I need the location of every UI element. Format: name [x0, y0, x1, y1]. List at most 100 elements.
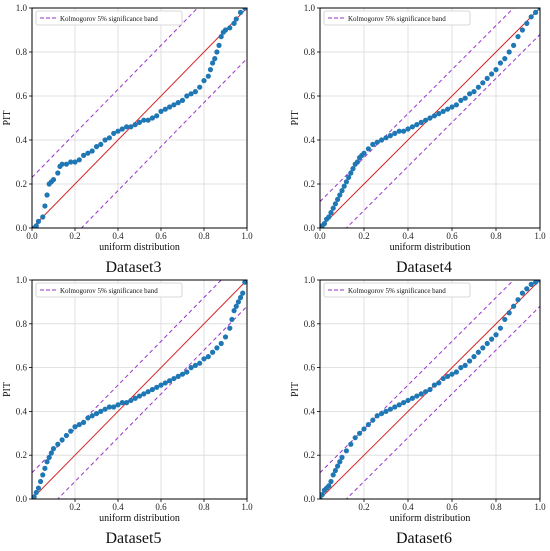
data-point [392, 130, 398, 136]
data-point [423, 389, 429, 395]
data-point [361, 426, 367, 432]
data-point [440, 375, 446, 382]
data-point [431, 382, 437, 388]
data-point [205, 73, 211, 79]
data-point [480, 80, 486, 86]
data-point [414, 122, 420, 128]
data-point [81, 152, 87, 158]
data-point [502, 316, 508, 323]
data-point [528, 281, 534, 287]
data-point [458, 365, 464, 371]
data-point [44, 459, 50, 465]
data-point [242, 8, 247, 11]
y-tick-label: 0.0 [16, 494, 28, 504]
legend-label: Kolmogorov 5% significance band [348, 15, 446, 23]
legend-box [35, 282, 183, 298]
data-point [89, 413, 95, 419]
data-point [72, 159, 78, 165]
data-point [418, 391, 424, 397]
data-point [179, 97, 186, 103]
data-point [136, 393, 143, 399]
x-tick-label: 1.0 [534, 502, 546, 512]
axes-frame [31, 279, 248, 500]
data-point [63, 161, 69, 167]
data-point [337, 459, 343, 465]
data-point [59, 161, 65, 167]
x-axis-label: uniform distribution [390, 242, 471, 253]
data-point [409, 395, 415, 401]
data-point [484, 340, 490, 347]
y-tick-label: 0.0 [304, 223, 316, 233]
x-tick-label: 0.8 [490, 502, 502, 512]
lower-band-line [345, 34, 540, 228]
x-tick-label: 0.4 [402, 231, 414, 241]
data-point [179, 371, 186, 377]
data-point [414, 393, 420, 399]
data-point [423, 117, 429, 123]
data-point [240, 290, 246, 296]
data-point [233, 303, 239, 309]
data-point [330, 205, 336, 211]
y-axis-label: PIT [2, 382, 13, 397]
x-tick-label: 0.6 [446, 502, 458, 512]
data-point [326, 483, 332, 489]
data-point [352, 435, 358, 441]
diagonal-line [32, 280, 247, 499]
data-point [374, 139, 380, 145]
plot-area [32, 280, 247, 499]
data-point [162, 106, 168, 112]
data-point [436, 111, 442, 117]
data-point [379, 410, 385, 417]
data-point [493, 67, 499, 73]
x-tick-label: 1.0 [241, 231, 253, 241]
data-point [115, 128, 121, 134]
data-point [85, 150, 91, 156]
data-point [458, 97, 464, 103]
data-point [233, 16, 239, 22]
data-point [471, 354, 477, 360]
data-point [427, 386, 433, 393]
data-point [35, 485, 42, 491]
y-axis-label: PIT [290, 382, 301, 397]
x-tick-label: 0.0 [314, 231, 326, 241]
data-point [427, 115, 433, 121]
data-point [383, 408, 389, 414]
y-tick-label: 0.8 [16, 47, 28, 57]
data-point [346, 174, 352, 180]
data-point [154, 384, 160, 390]
chart-panel-dataset3: 0.0 0.2 0.4 0.6 0.8 1.0 0.0 0.2 0.4 0.6 0.8 1.0 unif… [2, 3, 253, 276]
data-point [132, 122, 138, 128]
data-point [330, 472, 336, 478]
chart-panel-dataset6: 0.2 0.4 0.6 0.8 1.0 0.0 0.2 0.4 0.6 0.8 1.0 uniform… [290, 275, 546, 547]
data-point [493, 332, 499, 338]
data-point [237, 294, 244, 301]
data-point [519, 27, 526, 33]
data-point [519, 290, 526, 296]
data-point [335, 196, 341, 202]
data-point [214, 345, 220, 351]
data-point [106, 404, 112, 410]
data-point [128, 124, 134, 130]
data-point [374, 413, 380, 419]
y-tick-label: 0.8 [304, 319, 316, 329]
data-point [321, 221, 327, 227]
data-point [128, 397, 134, 404]
data-point [418, 119, 424, 125]
data-point [343, 448, 349, 454]
y-tick-label: 0.8 [16, 319, 28, 329]
data-point [436, 380, 442, 386]
data-point [210, 349, 216, 355]
data-point [119, 126, 125, 132]
data-point [218, 340, 224, 347]
data-point [506, 49, 512, 55]
data-point [449, 104, 455, 110]
data-point [102, 137, 108, 143]
data-point [167, 378, 173, 384]
data-point [154, 113, 160, 119]
data-point [445, 373, 451, 379]
data-point [453, 369, 459, 375]
data-point [46, 454, 52, 460]
data-point [76, 157, 82, 163]
data-point [38, 478, 44, 485]
